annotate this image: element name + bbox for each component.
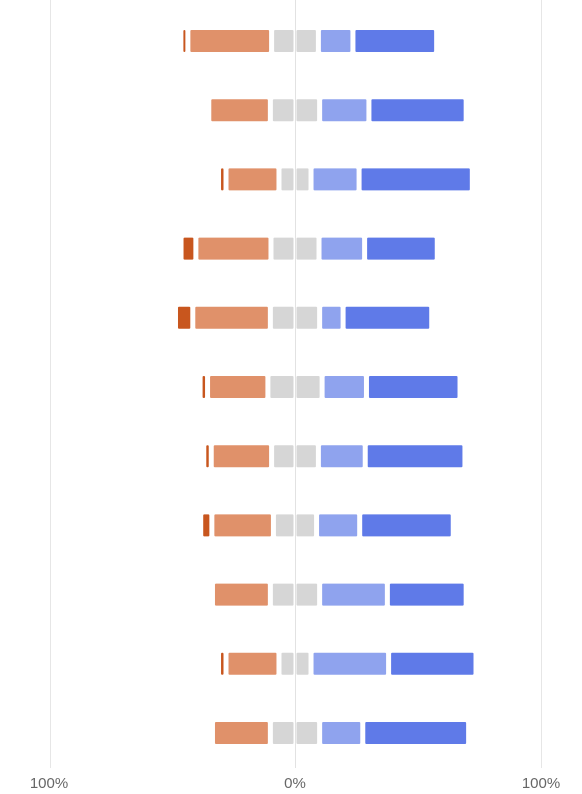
bar-neutral-right-2 bbox=[296, 99, 318, 122]
bar-positive-7 bbox=[320, 445, 363, 468]
bar-neutral-left-6 bbox=[270, 376, 294, 398]
bar-strong-negative-6 bbox=[202, 376, 206, 398]
bar-strong-positive-2 bbox=[371, 99, 464, 122]
bar-positive-2 bbox=[322, 99, 367, 122]
bar-strong-negative-10 bbox=[221, 652, 224, 675]
bar-strong-positive-10 bbox=[391, 652, 474, 675]
bar-neutral-right-11 bbox=[296, 722, 318, 744]
bar-strong-positive-3 bbox=[361, 168, 470, 191]
bar-positive-4 bbox=[321, 237, 363, 260]
x-tick-label-pos100: 100% bbox=[522, 775, 560, 792]
x-axis-ticks: 100% 0% 100% bbox=[30, 775, 560, 792]
bar-neutral-left-3 bbox=[281, 168, 294, 191]
bar-positive-9 bbox=[322, 583, 385, 606]
bar-positive-8 bbox=[319, 514, 358, 537]
bar-neutral-left-5 bbox=[272, 306, 294, 329]
x-tick-label-zero: 0% bbox=[284, 775, 306, 792]
bar-negative-1 bbox=[190, 30, 270, 52]
bar-strong-positive-7 bbox=[367, 445, 463, 468]
bar-neutral-left-10 bbox=[281, 652, 294, 675]
bar-negative-4 bbox=[198, 237, 269, 260]
bar-strong-positive-6 bbox=[368, 376, 458, 398]
bar-negative-6 bbox=[210, 376, 266, 398]
bar-neutral-right-7 bbox=[296, 445, 316, 468]
bar-positive-5 bbox=[322, 306, 341, 329]
bar-neutral-right-4 bbox=[296, 237, 317, 260]
bar-positive-11 bbox=[322, 722, 361, 744]
bar-neutral-right-10 bbox=[296, 652, 309, 675]
bar-strong-negative-8 bbox=[203, 514, 210, 537]
bar-negative-2 bbox=[211, 99, 268, 122]
bar-strong-negative-7 bbox=[206, 445, 209, 468]
bar-neutral-left-1 bbox=[274, 30, 294, 52]
bar-negative-11 bbox=[214, 722, 268, 744]
bar-positive-6 bbox=[324, 376, 364, 398]
x-tick-label-neg100: 100% bbox=[30, 775, 68, 792]
bar-negative-5 bbox=[195, 306, 268, 329]
bar-negative-8 bbox=[214, 514, 271, 537]
bar-neutral-right-3 bbox=[296, 168, 309, 191]
bar-neutral-left-2 bbox=[272, 99, 294, 122]
bars bbox=[177, 0, 474, 768]
bar-strong-positive-1 bbox=[355, 30, 435, 52]
bar-positive-1 bbox=[320, 30, 351, 52]
bar-positive-3 bbox=[313, 168, 357, 191]
bar-neutral-right-8 bbox=[296, 514, 315, 537]
bar-strong-positive-9 bbox=[389, 583, 464, 606]
bar-neutral-left-11 bbox=[272, 722, 294, 744]
bar-strong-negative-5 bbox=[177, 306, 191, 329]
bar-negative-7 bbox=[213, 445, 270, 468]
bar-strong-positive-8 bbox=[362, 514, 451, 537]
bar-neutral-right-6 bbox=[296, 376, 320, 398]
bar-neutral-right-9 bbox=[296, 583, 318, 606]
bar-neutral-left-7 bbox=[274, 445, 294, 468]
bar-neutral-left-8 bbox=[275, 514, 294, 537]
bar-strong-positive-11 bbox=[365, 722, 467, 744]
bar-strong-positive-5 bbox=[345, 306, 430, 329]
bar-strong-negative-3 bbox=[221, 168, 224, 191]
bar-strong-negative-1 bbox=[183, 30, 186, 52]
bar-negative-9 bbox=[214, 583, 268, 606]
bar-negative-10 bbox=[228, 652, 277, 675]
bar-neutral-right-5 bbox=[296, 306, 318, 329]
gridlines bbox=[50, 0, 542, 768]
bar-positive-10 bbox=[313, 652, 387, 675]
bar-neutral-left-4 bbox=[273, 237, 294, 260]
bar-neutral-left-9 bbox=[272, 583, 294, 606]
bar-negative-3 bbox=[228, 168, 277, 191]
bar-neutral-right-1 bbox=[296, 30, 316, 52]
bar-strong-negative-4 bbox=[183, 237, 194, 260]
bar-strong-positive-4 bbox=[367, 237, 435, 260]
